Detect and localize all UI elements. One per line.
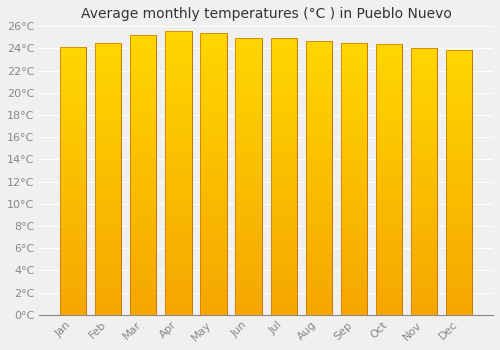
Bar xyxy=(165,31,192,315)
Bar xyxy=(270,38,297,315)
Bar xyxy=(376,44,402,315)
Bar xyxy=(270,38,297,315)
Bar xyxy=(341,43,367,315)
Bar xyxy=(95,43,122,315)
Bar xyxy=(341,43,367,315)
Bar xyxy=(236,38,262,315)
Bar xyxy=(446,50,472,315)
Bar xyxy=(306,41,332,315)
Bar xyxy=(376,44,402,315)
Bar xyxy=(130,35,156,315)
Bar xyxy=(130,35,156,315)
Bar xyxy=(306,41,332,315)
Bar xyxy=(236,38,262,315)
Bar xyxy=(95,43,122,315)
Bar xyxy=(200,33,226,315)
Bar xyxy=(411,48,438,315)
Title: Average monthly temperatures (°C ) in Pueblo Nuevo: Average monthly temperatures (°C ) in Pu… xyxy=(80,7,452,21)
Bar xyxy=(446,50,472,315)
Bar xyxy=(200,33,226,315)
Bar xyxy=(165,31,192,315)
Bar xyxy=(60,47,86,315)
Bar xyxy=(60,47,86,315)
Bar xyxy=(411,48,438,315)
